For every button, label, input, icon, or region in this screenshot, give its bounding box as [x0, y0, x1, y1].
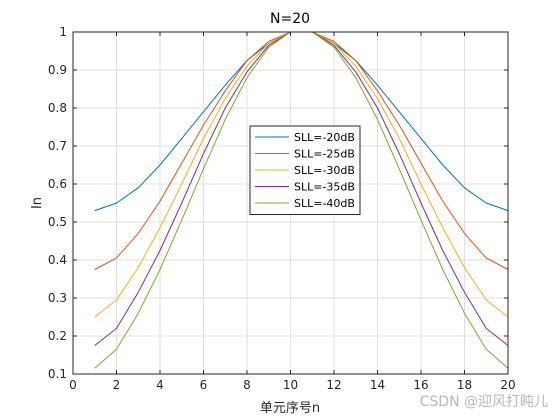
y-tick-label: 0.3 [48, 291, 67, 305]
y-tick-label: 0.8 [48, 101, 67, 115]
y-axis-label: In [30, 197, 45, 209]
x-tick-label: 20 [500, 378, 515, 392]
x-tick-label: 12 [326, 378, 341, 392]
y-tick-label: 0.5 [48, 215, 67, 229]
x-axis-label: 单元序号n [260, 401, 320, 416]
y-tick-label: 0.9 [48, 63, 67, 77]
legend: SLL=-20dB SLL=-25dB SLL=-30dB SLL=-35dB SLL=… [249, 125, 361, 215]
x-tick-label: 0 [69, 378, 77, 392]
y-tick-label: 0.7 [48, 139, 67, 153]
axes-frame [72, 31, 509, 375]
y-tick-label: 0.6 [48, 177, 67, 191]
legend-label-2: SLL=-25dB [294, 148, 355, 161]
x-tick-label: 8 [243, 378, 251, 392]
legend-label-3: SLL=-30dB [294, 164, 355, 177]
x-tick-label: 10 [283, 378, 298, 392]
y-tick-label: 0.2 [48, 329, 67, 343]
x-tick-label: 14 [370, 378, 385, 392]
y-tick-label: 0.1 [48, 367, 67, 381]
x-tick-label: 4 [156, 378, 164, 392]
watermark: CSDN @迎风打盹儿 [420, 393, 548, 410]
x-tick-label: 16 [413, 378, 428, 392]
x-tick-label: 6 [200, 378, 208, 392]
legend-label-4: SLL=-35dB [294, 181, 355, 194]
legend-label-1: SLL=-20dB [294, 131, 355, 144]
legend-label-5: SLL=-40dB [294, 197, 355, 210]
y-tick-label: 0.4 [48, 253, 67, 267]
x-tick-label: 18 [457, 378, 472, 392]
x-tick-label: 2 [113, 378, 121, 392]
tick-labels: 0 2 4 6 8 10 12 14 16 18 20 0.1 0.2 0.3 0.4 0.5 0.6 0.7 0.… [48, 25, 516, 392]
chart-title: N=20 [270, 11, 310, 27]
y-tick-label: 1 [59, 25, 67, 39]
